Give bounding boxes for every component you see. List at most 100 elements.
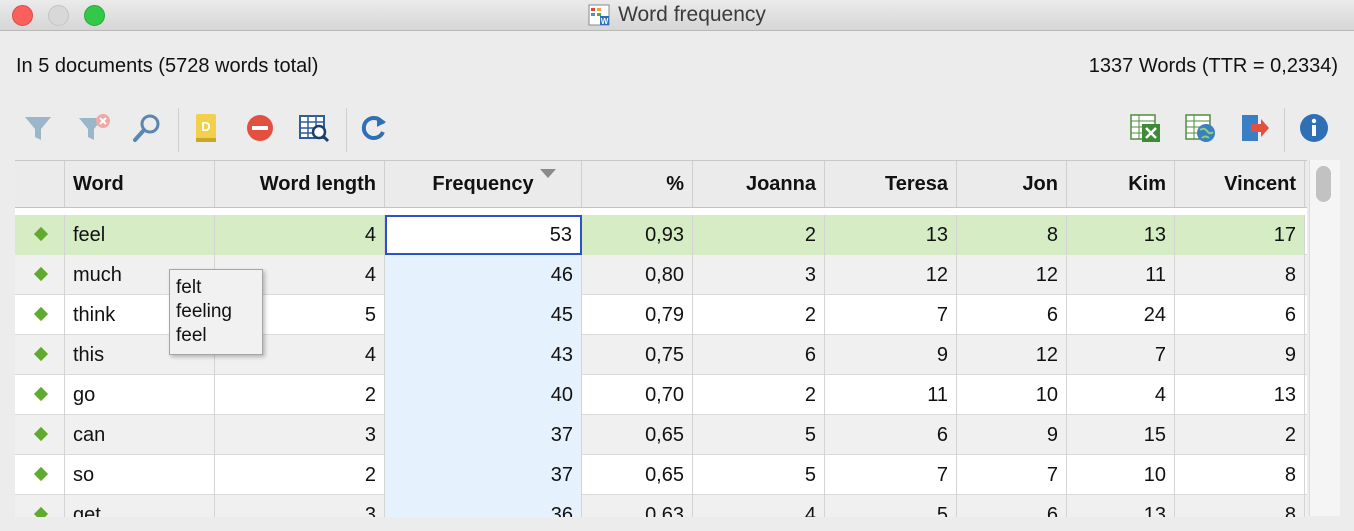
cell-teresa[interactable]: 9 bbox=[825, 335, 957, 375]
column-header-joanna[interactable]: Joanna bbox=[693, 161, 825, 207]
cell-jon[interactable]: 12 bbox=[957, 335, 1067, 375]
cell-word[interactable]: go bbox=[65, 375, 215, 415]
cell-word-length[interactable]: 2 bbox=[215, 455, 385, 495]
column-header-percent[interactable]: % bbox=[582, 161, 693, 207]
maximize-window-button[interactable] bbox=[84, 5, 105, 26]
vertical-scrollbar[interactable] bbox=[1309, 160, 1340, 516]
column-header-word[interactable]: Word bbox=[65, 161, 215, 207]
cell-word[interactable]: get bbox=[65, 495, 215, 517]
table-row[interactable]: feel 4 53 0,93 2 13 8 13 17 bbox=[15, 215, 1307, 255]
cell-teresa[interactable]: 7 bbox=[825, 295, 957, 335]
cell-word-length[interactable]: 2 bbox=[215, 375, 385, 415]
search-button[interactable] bbox=[127, 108, 167, 148]
cell-vincent[interactable]: 17 bbox=[1175, 215, 1305, 255]
cell-word-length[interactable]: 4 bbox=[215, 335, 385, 375]
cell-vincent[interactable]: 8 bbox=[1175, 495, 1305, 517]
cell-teresa[interactable]: 7 bbox=[825, 455, 957, 495]
cell-kim[interactable]: 11 bbox=[1067, 255, 1175, 295]
cell-frequency[interactable]: 37 bbox=[385, 455, 582, 495]
cell-percent[interactable]: 0,75 bbox=[582, 335, 693, 375]
cell-frequency[interactable]: 40 bbox=[385, 375, 582, 415]
cell-jon[interactable]: 12 bbox=[957, 255, 1067, 295]
cell-word[interactable]: can bbox=[65, 415, 215, 455]
cell-percent[interactable]: 0,70 bbox=[582, 375, 693, 415]
table-row[interactable]: get 3 36 0,63 4 5 6 13 8 bbox=[15, 495, 1307, 517]
cell-joanna[interactable]: 2 bbox=[693, 375, 825, 415]
cell-percent[interactable]: 0,63 bbox=[582, 495, 693, 517]
cell-jon[interactable]: 9 bbox=[957, 415, 1067, 455]
cell-joanna[interactable]: 5 bbox=[693, 455, 825, 495]
cell-percent[interactable]: 0,93 bbox=[582, 215, 693, 255]
scrollbar-thumb[interactable] bbox=[1316, 166, 1331, 202]
export-arrow-button[interactable] bbox=[1234, 108, 1274, 148]
column-header-kim[interactable]: Kim bbox=[1067, 161, 1175, 207]
cell-frequency[interactable]: 53 bbox=[385, 215, 582, 255]
cell-joanna[interactable]: 6 bbox=[693, 335, 825, 375]
cell-kim[interactable]: 4 bbox=[1067, 375, 1175, 415]
cell-kim[interactable]: 13 bbox=[1067, 215, 1175, 255]
cell-word-length[interactable]: 3 bbox=[215, 495, 385, 517]
cell-kim[interactable]: 15 bbox=[1067, 415, 1175, 455]
cell-kim[interactable]: 24 bbox=[1067, 295, 1175, 335]
column-header-frequency[interactable]: Frequency bbox=[385, 161, 582, 207]
refresh-button[interactable] bbox=[354, 108, 394, 148]
search-table-button[interactable] bbox=[294, 108, 334, 148]
info-button[interactable] bbox=[1294, 108, 1334, 148]
cell-percent[interactable]: 0,80 bbox=[582, 255, 693, 295]
cell-joanna[interactable]: 2 bbox=[693, 215, 825, 255]
cell-percent[interactable]: 0,65 bbox=[582, 455, 693, 495]
table-row[interactable]: so 2 37 0,65 5 7 7 10 8 bbox=[15, 455, 1307, 495]
export-web-button[interactable] bbox=[1180, 108, 1220, 148]
cell-joanna[interactable]: 4 bbox=[693, 495, 825, 517]
stop-button[interactable] bbox=[240, 108, 280, 148]
cell-frequency[interactable]: 36 bbox=[385, 495, 582, 517]
cell-joanna[interactable]: 3 bbox=[693, 255, 825, 295]
column-header-marker[interactable] bbox=[15, 161, 65, 207]
cell-frequency[interactable]: 37 bbox=[385, 415, 582, 455]
cell-teresa[interactable]: 11 bbox=[825, 375, 957, 415]
column-header-vincent[interactable]: Vincent bbox=[1175, 161, 1305, 207]
cell-frequency[interactable]: 46 bbox=[385, 255, 582, 295]
cell-teresa[interactable]: 12 bbox=[825, 255, 957, 295]
cell-word-length[interactable]: 4 bbox=[215, 215, 385, 255]
cell-joanna[interactable]: 5 bbox=[693, 415, 825, 455]
cell-teresa[interactable]: 5 bbox=[825, 495, 957, 517]
column-header-teresa[interactable]: Teresa bbox=[825, 161, 957, 207]
cell-jon[interactable]: 7 bbox=[957, 455, 1067, 495]
cell-vincent[interactable]: 6 bbox=[1175, 295, 1305, 335]
minimize-window-button[interactable] bbox=[48, 5, 69, 26]
filter-button[interactable] bbox=[18, 108, 58, 148]
cell-kim[interactable]: 10 bbox=[1067, 455, 1175, 495]
document-button[interactable]: D bbox=[186, 108, 226, 148]
cell-teresa[interactable]: 6 bbox=[825, 415, 957, 455]
cell-frequency[interactable]: 43 bbox=[385, 335, 582, 375]
close-window-button[interactable] bbox=[12, 5, 33, 26]
cell-percent[interactable]: 0,65 bbox=[582, 415, 693, 455]
cell-jon[interactable]: 8 bbox=[957, 215, 1067, 255]
remove-filter-button[interactable] bbox=[74, 108, 114, 148]
cell-kim[interactable]: 13 bbox=[1067, 495, 1175, 517]
cell-word[interactable]: feel bbox=[65, 215, 215, 255]
cell-vincent[interactable]: 8 bbox=[1175, 255, 1305, 295]
cell-word[interactable]: this bbox=[65, 335, 215, 375]
cell-percent[interactable]: 0,79 bbox=[582, 295, 693, 335]
cell-word[interactable]: so bbox=[65, 455, 215, 495]
column-header-word-length[interactable]: Word length bbox=[215, 161, 385, 207]
cell-teresa[interactable]: 13 bbox=[825, 215, 957, 255]
column-header-jon[interactable]: Jon bbox=[957, 161, 1067, 207]
cell-word-length[interactable]: 4 bbox=[215, 255, 385, 295]
cell-frequency[interactable]: 45 bbox=[385, 295, 582, 335]
cell-jon[interactable]: 10 bbox=[957, 375, 1067, 415]
export-excel-button[interactable] bbox=[1125, 108, 1165, 148]
cell-vincent[interactable]: 13 bbox=[1175, 375, 1305, 415]
cell-vincent[interactable]: 9 bbox=[1175, 335, 1305, 375]
cell-kim[interactable]: 7 bbox=[1067, 335, 1175, 375]
cell-jon[interactable]: 6 bbox=[957, 495, 1067, 517]
cell-word-length[interactable]: 5 bbox=[215, 295, 385, 335]
cell-jon[interactable]: 6 bbox=[957, 295, 1067, 335]
cell-vincent[interactable]: 8 bbox=[1175, 455, 1305, 495]
cell-joanna[interactable]: 2 bbox=[693, 295, 825, 335]
word-frequency-table[interactable]: Word Word length Frequency % Joanna Tere… bbox=[15, 160, 1307, 517]
table-row[interactable]: go 2 40 0,70 2 11 10 4 13 bbox=[15, 375, 1307, 415]
table-row[interactable]: can 3 37 0,65 5 6 9 15 2 bbox=[15, 415, 1307, 455]
